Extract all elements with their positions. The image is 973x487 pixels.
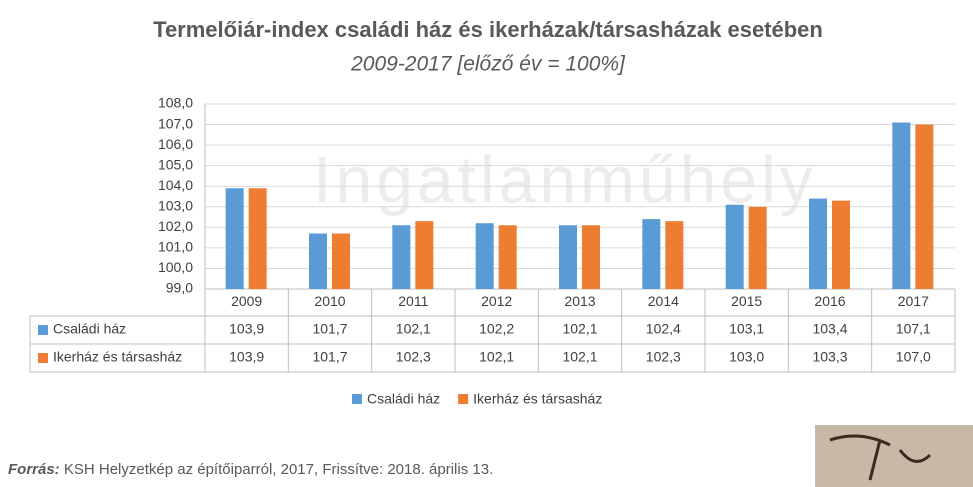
- table-cell: 102,3: [396, 349, 431, 365]
- table-row-label: Családi ház: [53, 321, 126, 337]
- logo: [815, 425, 973, 487]
- table-cell: 102,1: [562, 349, 597, 365]
- y-tick-label: 102,0: [158, 218, 193, 234]
- table-cell: 107,1: [896, 321, 931, 337]
- x-tick-label: 2014: [648, 293, 679, 309]
- table-cell: 103,1: [729, 321, 764, 337]
- source: Forrás: KSH Helyzetkép az építőiparról, …: [8, 461, 493, 478]
- bar: [332, 233, 350, 289]
- bar: [832, 200, 850, 289]
- bar: [915, 124, 934, 289]
- table-cell: 102,3: [646, 349, 681, 365]
- logo-scribble: [829, 434, 932, 481]
- y-tick-label: 100,0: [158, 259, 193, 275]
- x-tick-label: 2011: [398, 293, 428, 309]
- bar: [665, 221, 684, 289]
- chart-subtitle: 2009-2017 [előző év = 100%]: [350, 53, 626, 76]
- table-cell: 102,4: [646, 321, 681, 337]
- y-tick-label: 107,0: [158, 115, 193, 131]
- bar: [309, 233, 327, 289]
- y-tick-label: 104,0: [158, 177, 193, 193]
- bar: [498, 225, 517, 289]
- legend-label: Ikerház és társasház: [473, 391, 602, 407]
- y-tick-label: 105,0: [158, 156, 193, 172]
- x-tick-label: 2009: [231, 293, 262, 309]
- bar: [748, 206, 767, 289]
- table-cell: 103,9: [229, 321, 264, 337]
- bar: [559, 225, 577, 289]
- x-tick-label: 2016: [814, 293, 845, 309]
- table-cell: 107,0: [896, 349, 931, 365]
- legend-key: [38, 353, 48, 363]
- table-cell: 101,7: [312, 349, 347, 365]
- bar: [392, 225, 411, 289]
- legend-key: [352, 394, 362, 404]
- source-label: Forrás:: [8, 461, 60, 478]
- table-cell: 102,2: [479, 321, 514, 337]
- legend-label: Családi ház: [367, 391, 440, 407]
- bar: [415, 221, 434, 289]
- y-tick-label: 101,0: [158, 239, 193, 255]
- table-cell: 103,3: [812, 349, 847, 365]
- chart-title: Termelőiár-index családi ház és ikerháza…: [153, 17, 823, 42]
- table-cell: 102,1: [479, 349, 514, 365]
- table-cell: 102,1: [396, 321, 431, 337]
- legend-key: [38, 325, 48, 335]
- bar: [642, 219, 661, 289]
- x-tick-label: 2015: [731, 293, 762, 309]
- bar: [725, 204, 744, 289]
- bar: [475, 223, 494, 289]
- source-text: KSH Helyzetkép az építőiparról, 2017, Fr…: [60, 461, 494, 478]
- y-tick-label: 106,0: [158, 136, 193, 152]
- table-cell: 102,1: [562, 321, 597, 337]
- table-cell: 103,4: [812, 321, 847, 337]
- bar: [892, 122, 911, 289]
- watermark: Ingatlanműhely: [313, 142, 817, 216]
- x-tick-label: 2013: [564, 293, 595, 309]
- legend-key: [458, 394, 469, 404]
- x-tick-label: 2017: [898, 293, 929, 309]
- bar: [225, 188, 244, 289]
- bar: [809, 198, 827, 289]
- x-tick-label: 2012: [481, 293, 512, 309]
- table-cell: 103,0: [729, 349, 764, 365]
- y-tick-label: 99,0: [166, 280, 193, 296]
- x-tick-label: 2010: [314, 293, 345, 309]
- bar: [248, 188, 267, 289]
- y-tick-label: 108,0: [158, 95, 193, 111]
- table-cell: 101,7: [312, 321, 347, 337]
- table-row-label: Ikerház és társasház: [53, 349, 182, 365]
- y-tick-label: 103,0: [158, 197, 193, 213]
- bar: [582, 225, 600, 289]
- table-cell: 103,9: [229, 349, 264, 365]
